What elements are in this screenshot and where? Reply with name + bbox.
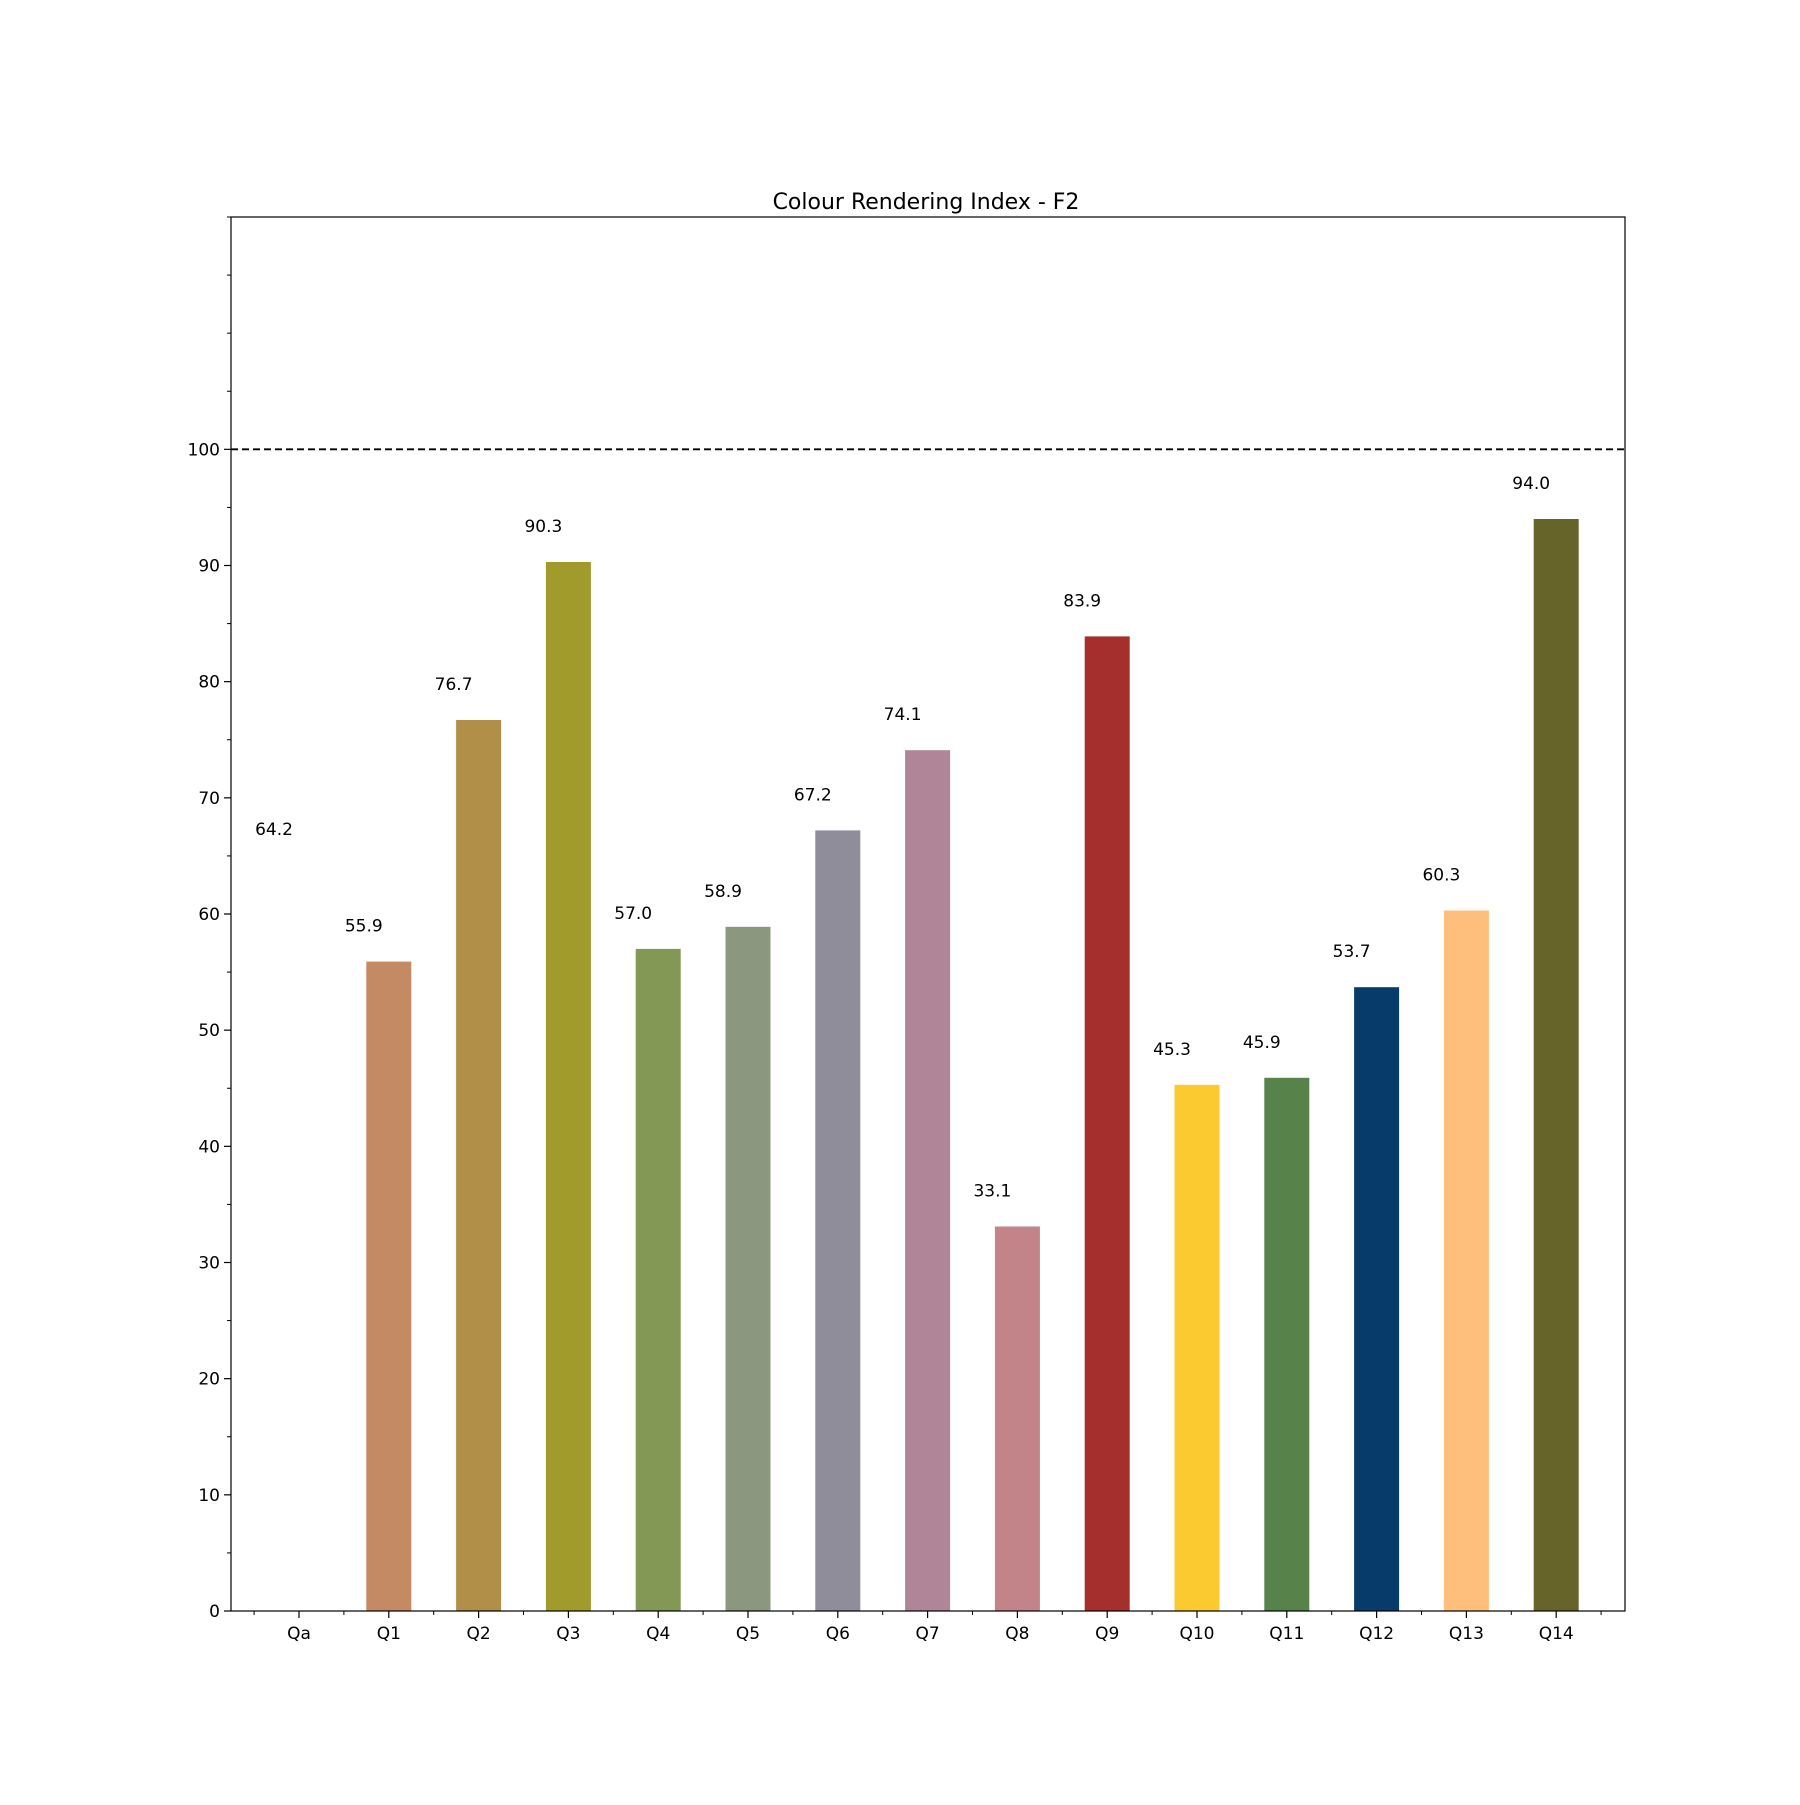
bar-q2 (456, 720, 502, 1611)
x-tick-label-q1: Q1 (377, 1624, 401, 1644)
x-tick-label-q10: Q10 (1179, 1624, 1214, 1644)
chart-title: Colour Rendering Index - F2 (773, 190, 1080, 215)
value-label-q6: 67.2 (794, 785, 832, 805)
bar-q1 (366, 961, 412, 1611)
value-label-q1: 55.9 (345, 917, 383, 937)
bar-q13 (1443, 910, 1489, 1611)
x-tick-label-q6: Q6 (826, 1624, 850, 1644)
x-tick-label-q12: Q12 (1359, 1624, 1394, 1644)
bar-q12 (1354, 987, 1400, 1611)
plot-frame (230, 216, 1626, 1612)
x-tick-label-q7: Q7 (915, 1624, 939, 1644)
bar-q8 (994, 1226, 1040, 1611)
x-tick-label-q4: Q4 (646, 1624, 670, 1644)
bar-q5 (725, 926, 771, 1611)
value-label-q3: 90.3 (524, 517, 562, 537)
value-label-q13: 60.3 (1422, 866, 1460, 886)
y-tick-label: 80 (198, 673, 220, 693)
bar-q14 (1533, 519, 1579, 1611)
bars-group (276, 519, 1579, 1611)
value-label-q5: 58.9 (704, 882, 742, 902)
x-tick-label-qa: Qa (287, 1624, 311, 1644)
bar-q7 (905, 750, 951, 1611)
bar-qa (276, 865, 322, 1611)
value-label-q7: 74.1 (884, 705, 922, 725)
x-tick-label-q14: Q14 (1539, 1624, 1574, 1644)
x-tick-label-q11: Q11 (1269, 1624, 1304, 1644)
value-label-q14: 94.0 (1512, 474, 1550, 494)
x-tick-label-q5: Q5 (736, 1624, 760, 1644)
value-label-q2: 76.7 (435, 675, 473, 695)
bar-q4 (635, 948, 681, 1611)
bar-q10 (1174, 1084, 1220, 1611)
value-label-q12: 53.7 (1333, 942, 1371, 962)
x-tick-label-q3: Q3 (556, 1624, 580, 1644)
x-tick-label-q8: Q8 (1005, 1624, 1029, 1644)
bar-q6 (815, 830, 861, 1611)
y-tick-label: 10 (198, 1486, 220, 1506)
x-tick-label-q13: Q13 (1449, 1624, 1484, 1644)
y-tick-label: 0 (209, 1602, 220, 1622)
bar-q11 (1264, 1077, 1310, 1611)
value-label-q10: 45.3 (1153, 1040, 1191, 1060)
value-label-q8: 33.1 (973, 1182, 1011, 1202)
y-tick-label: 60 (198, 905, 220, 925)
value-label-q9: 83.9 (1063, 591, 1101, 611)
y-axis: 0 10 20 30 40 50 60 70 80 90 100 (188, 216, 231, 1622)
bar-q3 (545, 562, 591, 1611)
value-label-qa: 64.2 (255, 820, 293, 840)
x-tick-label-q9: Q9 (1095, 1624, 1119, 1644)
value-label-q4: 57.0 (614, 904, 652, 924)
x-tick-label-q2: Q2 (466, 1624, 490, 1644)
y-tick-label: 50 (198, 1021, 220, 1041)
bar-q9 (1084, 636, 1130, 1611)
value-labels-group: 64.2 55.9 76.7 90.3 57.0 58.9 67.2 74.1 33.1 83.9… (255, 474, 1550, 1202)
y-tick-label: 40 (198, 1137, 220, 1157)
x-axis: Qa Q1 Q2 Q3 Q4 Q5 Q6 Q7 Q8 Q9 Q10 Q11 Q12 Q13 Q14 (253, 1611, 1602, 1644)
y-tick-label: 100 (188, 440, 220, 460)
y-tick-label: 20 (198, 1370, 220, 1390)
value-label-q11: 45.9 (1243, 1033, 1281, 1053)
y-tick-label: 70 (198, 789, 220, 809)
y-tick-label: 90 (198, 557, 220, 577)
y-tick-label: 30 (198, 1254, 220, 1274)
